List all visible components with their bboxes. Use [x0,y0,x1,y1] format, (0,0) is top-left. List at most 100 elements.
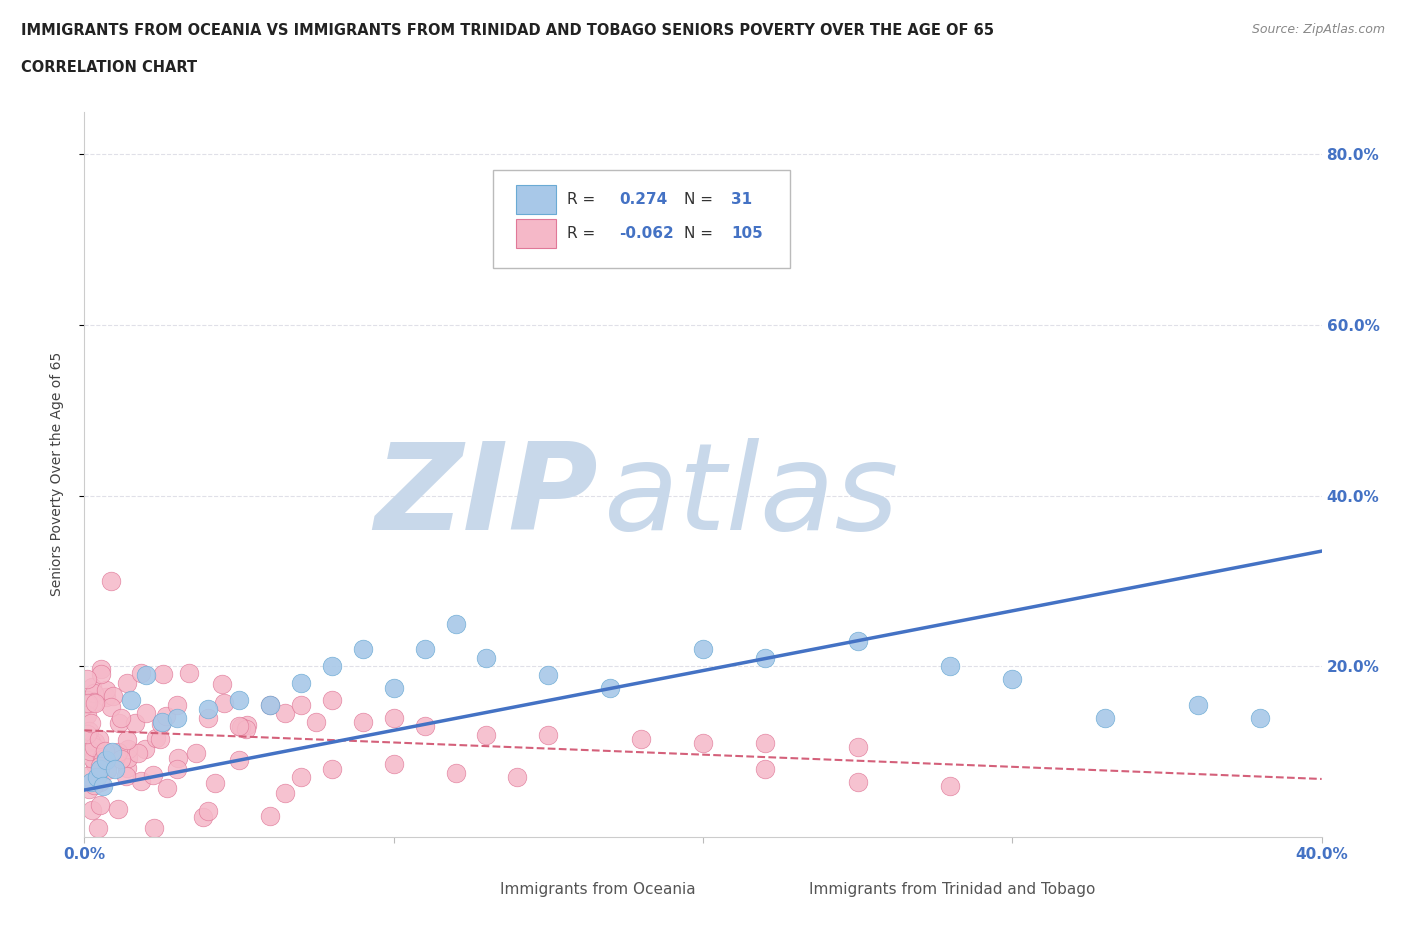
Text: 0.274: 0.274 [619,192,666,206]
Point [537,668,560,683]
Point [100,699,122,714]
Text: atlas: atlas [605,437,900,554]
FancyBboxPatch shape [492,169,790,268]
Point [228,719,250,734]
Y-axis label: Seniors Poverty Over the Age of 65: Seniors Poverty Over the Age of 65 [49,352,63,596]
Point [177,666,200,681]
Point [413,642,436,657]
Point [444,617,467,631]
Point [77,724,100,738]
Point [77,696,100,711]
Point [83,739,105,754]
Point [212,696,235,711]
Point [939,658,962,673]
Point [76,769,98,784]
Point [197,804,219,818]
Point [79,743,101,758]
Point [142,821,165,836]
Point [939,778,962,793]
Point [155,709,177,724]
Point [754,736,776,751]
Point [135,668,157,683]
Text: Immigrants from Oceania: Immigrants from Oceania [501,882,696,897]
Point [228,752,250,767]
Point [1001,671,1024,686]
Point [91,751,114,766]
Point [191,810,214,825]
Point [290,698,312,712]
Point [76,726,98,741]
Point [166,762,188,777]
Point [321,658,343,673]
Point [100,573,122,588]
Point [184,745,207,760]
Point [321,762,343,777]
Text: 31: 31 [731,192,752,206]
Point [115,768,138,783]
Point [352,714,374,729]
Point [382,711,405,725]
Point [76,708,98,723]
Point [77,782,100,797]
Point [110,751,132,766]
Text: Immigrants from Trinidad and Tobago: Immigrants from Trinidad and Tobago [810,882,1095,897]
Point [94,689,117,704]
Point [131,774,153,789]
Point [87,731,110,746]
Point [76,697,98,711]
Point [754,762,776,777]
Point [80,715,103,730]
Point [83,778,105,793]
Point [90,667,112,682]
Point [506,770,529,785]
Point [79,774,101,789]
Point [148,732,170,747]
Point [259,808,281,823]
Point [83,756,105,771]
Point [236,718,259,733]
Point [599,680,621,695]
Point [152,667,174,682]
FancyBboxPatch shape [516,185,555,214]
Text: 105: 105 [731,226,763,241]
Point [413,719,436,734]
Point [94,744,117,759]
Text: R =: R = [567,192,595,206]
Point [82,751,104,766]
Text: N =: N = [685,192,713,206]
Point [229,719,252,734]
Point [846,633,869,648]
Text: N =: N = [685,226,713,241]
Point [475,650,498,665]
Point [107,745,129,760]
Point [127,746,149,761]
Point [321,693,343,708]
Point [94,752,117,767]
Point [142,768,165,783]
Point [76,739,98,754]
Point [305,714,328,729]
FancyBboxPatch shape [454,880,492,899]
Point [150,717,173,732]
Point [120,693,142,708]
Point [80,735,103,750]
Point [692,736,714,751]
Point [274,706,297,721]
Point [259,698,281,712]
Point [110,711,132,725]
Point [475,727,498,742]
Point [197,701,219,716]
Point [197,711,219,725]
Point [90,750,112,764]
Point [94,683,117,698]
Point [259,698,281,712]
Point [382,757,405,772]
Point [84,735,107,750]
Point [83,695,105,710]
Point [83,685,105,700]
Point [76,671,98,686]
Point [96,763,118,777]
Point [754,650,776,665]
Point [150,714,173,729]
Point [124,715,146,730]
